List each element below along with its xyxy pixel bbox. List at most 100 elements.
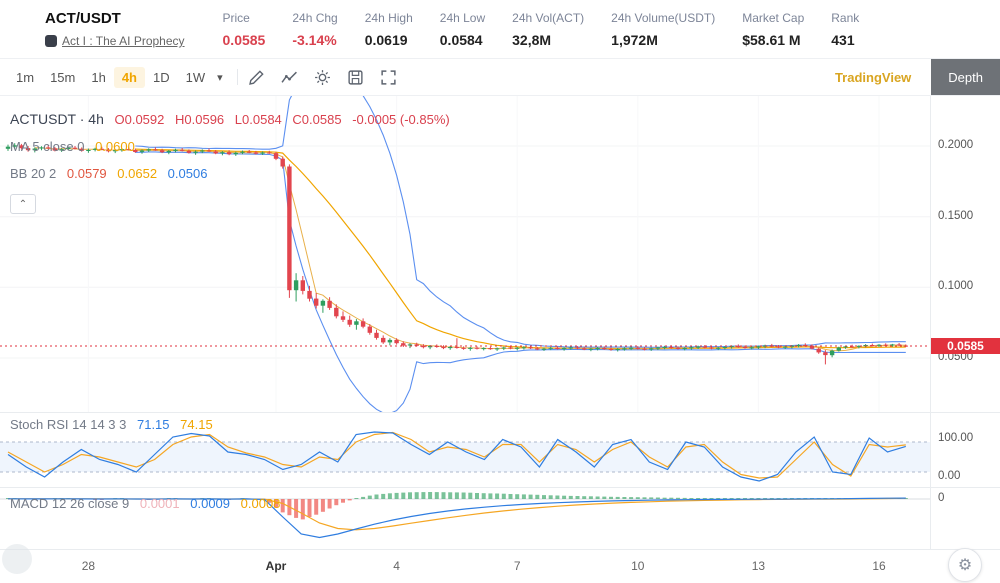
time-label-7: 7: [513, 559, 521, 573]
time-label-10: 10: [631, 559, 645, 573]
stat-price: Price 0.0585: [223, 11, 266, 48]
title-block: ACT/USDT Act I : The AI Prophecy: [45, 10, 185, 48]
legend-symbol: ACTUSDT · 4h: [10, 111, 104, 127]
stat-24h-volume-usdt: 24h Volume(USDT) 1,972M: [611, 11, 715, 48]
stoch-axis-top-label: 100.00: [938, 432, 974, 444]
chart-area: ACTUSDT · 4h O0.0592 H0.0596 L0.0584 C0.…: [0, 96, 1000, 583]
stat-24h-vol-act: 24h Vol(ACT) 32,8M: [512, 11, 584, 48]
price-axis-label: 0.2000: [938, 139, 974, 151]
timeframe-1d[interactable]: 1D: [153, 69, 170, 85]
time-label-apr: Apr: [265, 559, 287, 573]
tool-icon-group: [248, 69, 397, 86]
stat-label: 24h Chg: [292, 11, 338, 25]
fullscreen-icon[interactable]: [380, 69, 397, 86]
stats-row: Price 0.0585 24h Chg -3.14% 24h High 0.0619 24…: [223, 10, 860, 48]
stoch-d-value: 74.15: [180, 417, 213, 432]
time-label-28: 28: [81, 559, 96, 573]
pencil-icon[interactable]: [248, 69, 265, 86]
price-axis-label: 0.1000: [938, 280, 974, 293]
stat-value: 0.0585: [222, 32, 266, 48]
timeframe-1h[interactable]: 1h: [91, 69, 106, 85]
collapse-panel-button[interactable]: ⌃: [10, 194, 36, 214]
price-scale-separator: [930, 96, 931, 549]
stat-value: -3.14%: [292, 32, 337, 48]
stat-label: Rank: [831, 11, 860, 25]
chart-settings-button[interactable]: ⚙: [948, 548, 982, 582]
legend-bb-line: BB 20 2 0.0579 0.0652 0.0506: [10, 160, 457, 187]
gear-icon[interactable]: [314, 69, 331, 86]
stat-label: 24h Low: [439, 11, 486, 25]
time-label-4: 4: [393, 559, 400, 573]
legend-open: O0.0592: [114, 112, 165, 127]
coin-logo-icon: [45, 35, 57, 47]
coin-link[interactable]: Act I : The AI Prophecy: [62, 34, 185, 48]
price-axis-label: 0.1500: [938, 209, 974, 222]
stat-24h-chg: 24h Chg -3.14%: [292, 11, 337, 48]
macd-signal-value: 0.0008: [240, 496, 281, 511]
chart-line-icon[interactable]: [281, 69, 298, 86]
macd-axis-zero-label: 0: [938, 492, 945, 504]
ma-label: MA 5 close 0: [10, 139, 85, 154]
timeframe-1m[interactable]: 1m: [16, 69, 35, 85]
ma-value: 0.0600: [95, 139, 135, 154]
legend-low: L0.0584: [234, 112, 282, 127]
timeframe-1w[interactable]: 1W: [185, 69, 206, 85]
panel-separator: [0, 412, 1000, 413]
chart-toolbar: 1m 15m 1h 4h 1D 1W ▾ TradingView Depth: [0, 58, 1000, 96]
tab-tradingview[interactable]: TradingView: [834, 69, 912, 85]
stoch-k-value: 71.15: [136, 417, 170, 432]
stoch-axis-bottom-label: 0.00: [938, 470, 961, 482]
macd-line-value: 0.0009: [190, 496, 231, 511]
chart-source-tabs: TradingView Depth: [815, 59, 1000, 95]
stat-value: 0.0584: [439, 32, 483, 48]
stat-rank: Rank 431: [831, 11, 859, 48]
macd-chart[interactable]: [0, 487, 930, 549]
watermark-circle: [2, 544, 32, 574]
stoch-rsi-legend: Stoch RSI 14 14 3 3 71.15 74.15: [10, 417, 220, 432]
stat-label: 24h High: [364, 11, 413, 25]
legend-ohlc-line: ACTUSDT · 4h O0.0592 H0.0596 L0.0584 C0.…: [10, 106, 457, 133]
macd-hist-value: 0.0001: [139, 496, 180, 511]
stat-value: $58.61 M: [742, 32, 801, 48]
time-axis[interactable]: 28 Apr 4 7 10 13 16: [0, 549, 1000, 583]
stat-label: 24h Vol(ACT): [512, 11, 585, 25]
candlestick-chart[interactable]: [0, 96, 930, 412]
legend-close: C0.0585: [292, 112, 342, 127]
chevron-down-icon[interactable]: ▾: [217, 71, 223, 84]
time-label-13: 13: [751, 559, 766, 573]
legend-change: -0.0005 (-0.85%): [352, 112, 450, 127]
tab-depth[interactable]: Depth: [931, 59, 1000, 95]
header: ACT/USDT Act I : The AI Prophecy Price 0.…: [0, 0, 1000, 58]
timeframe-4h[interactable]: 4h: [113, 66, 145, 88]
stat-label: 24h Volume(USDT): [611, 11, 716, 25]
legend-ma-line: MA 5 close 0 0.0600: [10, 133, 457, 160]
stoch-label: Stoch RSI 14 14 3 3: [10, 417, 127, 432]
time-label-16: 16: [872, 559, 886, 573]
toolbar-divider: [236, 69, 238, 85]
price-axis-label: 0.0500: [938, 351, 974, 363]
macd-legend: MACD 12 26 close 9 0.0001 0.0009 0.0008: [10, 496, 287, 511]
panel-separator: [0, 487, 1000, 488]
bb-mid-value: 0.0579: [66, 166, 107, 181]
stat-label: Price: [222, 11, 250, 25]
timeframe-15m[interactable]: 15m: [50, 69, 76, 85]
macd-label: MACD 12 26 close 9: [10, 496, 130, 511]
stoch-rsi-chart[interactable]: [0, 412, 930, 487]
stat-value: 32,8M: [512, 32, 552, 48]
current-price-badge: 0.0585: [931, 338, 1000, 354]
stat-24h-high: 24h High 0.0619: [365, 11, 413, 48]
timeframe-group: 1m 15m 1h 4h 1D 1W: [8, 66, 213, 88]
bb-label: BB 20 2: [10, 166, 57, 181]
stat-label: Market Cap: [742, 11, 805, 25]
stat-value: 1,972M: [611, 32, 658, 48]
legend-high: H0.0596: [175, 112, 225, 127]
stat-24h-low: 24h Low 0.0584: [440, 11, 485, 48]
save-icon[interactable]: [347, 69, 364, 86]
subtitle-row: Act I : The AI Prophecy: [45, 34, 185, 48]
pair-title: ACT/USDT: [45, 10, 121, 27]
stat-value: 431: [831, 32, 855, 48]
stat-market-cap: Market Cap $58.61 M: [742, 11, 804, 48]
stat-value: 0.0619: [364, 32, 408, 48]
bb-lower-value: 0.0506: [167, 166, 208, 181]
